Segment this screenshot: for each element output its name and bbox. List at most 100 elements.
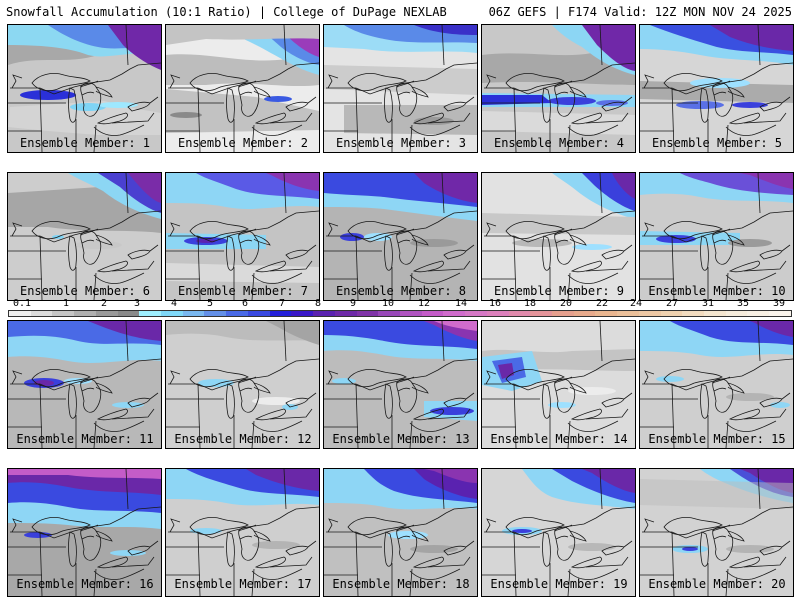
ensemble-member-label: Ensemble Member: 6 xyxy=(19,284,151,298)
color-scale-swatch xyxy=(74,311,96,316)
ensemble-member-label: Ensemble Member: 18 xyxy=(332,577,470,591)
color-scale-tick-label: 35 xyxy=(736,298,750,309)
ensemble-member-map xyxy=(7,320,162,449)
color-scale-tick-label: 3 xyxy=(133,298,141,309)
ensemble-member-map xyxy=(639,24,794,153)
color-scale-swatch xyxy=(399,311,422,316)
color-scale-swatch xyxy=(443,311,466,316)
ensemble-member-map xyxy=(165,468,320,597)
ensemble-member-map xyxy=(323,24,478,153)
ensemble-member-label: Ensemble Member: 5 xyxy=(651,136,783,150)
ensemble-member-label: Ensemble Member: 20 xyxy=(648,577,786,591)
color-scale-swatch xyxy=(704,311,726,316)
color-scale-tick-label: 5 xyxy=(206,298,214,309)
snowfall-map-svg xyxy=(8,469,161,596)
ensemble-member-label: Ensemble Member: 14 xyxy=(490,432,628,446)
ensemble-member-label: Ensemble Member: 13 xyxy=(332,432,470,446)
color-scale-tick-label: 8 xyxy=(314,298,322,309)
ensemble-member-map xyxy=(323,172,478,301)
snowfall-map-svg xyxy=(8,173,161,300)
snowfall-map-svg xyxy=(482,321,635,448)
snowfall-map-svg xyxy=(640,173,793,300)
color-scale-tick-label: 24 xyxy=(629,298,643,309)
color-scale-swatch xyxy=(769,311,791,316)
color-scale-swatch xyxy=(573,311,596,316)
color-scale-swatch xyxy=(356,311,379,316)
color-scale-tick-label: 0.1 xyxy=(12,298,32,309)
color-scale-swatch xyxy=(378,311,400,316)
ensemble-member-label: Ensemble Member: 12 xyxy=(174,432,312,446)
snowfall-map-svg xyxy=(640,25,793,152)
ensemble-member-map xyxy=(165,24,320,153)
color-scale-swatch xyxy=(204,311,227,316)
color-scale-swatch xyxy=(161,311,183,316)
snowfall-map-svg xyxy=(640,321,793,448)
color-scale-tick-label: 2 xyxy=(100,298,108,309)
ensemble-member-label: Ensemble Member: 1 xyxy=(19,136,151,150)
ensemble-member-label: Ensemble Member: 4 xyxy=(493,136,625,150)
color-scale-tick-label: 31 xyxy=(701,298,715,309)
color-scale-tick-label: 10 xyxy=(381,298,395,309)
snowfall-map-svg xyxy=(166,469,319,596)
snowfall-map-svg xyxy=(8,321,161,448)
color-scale-tick-label: 18 xyxy=(523,298,537,309)
snowfall-map-svg xyxy=(482,25,635,152)
color-scale-tick-label: 20 xyxy=(559,298,573,309)
color-scale-tick-label: 1 xyxy=(62,298,70,309)
ensemble-member-label: Ensemble Member: 15 xyxy=(648,432,786,446)
color-scale-swatch xyxy=(660,311,683,316)
color-scale-swatch xyxy=(682,311,704,316)
ensemble-member-map xyxy=(481,320,636,449)
color-scale-swatch xyxy=(508,311,531,316)
color-scale-swatch xyxy=(247,311,270,316)
color-scale-bar xyxy=(8,310,792,317)
ensemble-member-label: Ensemble Member: 3 xyxy=(335,136,467,150)
color-scale-tick-label: 12 xyxy=(417,298,431,309)
snowfall-map-svg xyxy=(324,321,477,448)
ensemble-member-map xyxy=(323,468,478,597)
color-scale-swatch xyxy=(139,311,162,316)
run-valid-time: 06Z GEFS | F174 Valid: 12Z MON NOV 24 20… xyxy=(488,5,792,19)
ensemble-member-label: Ensemble Member: 19 xyxy=(490,577,628,591)
snowfall-color-scale: 0.1 1 2 3 4 5 6 7 8 9 10 12 14 16 18 20 22 24 27 31 35 39 xyxy=(8,298,792,317)
snowfall-map-svg xyxy=(166,321,319,448)
color-scale-swatch xyxy=(551,311,574,316)
color-scale-swatch xyxy=(334,311,357,316)
color-scale-tick-label: 27 xyxy=(665,298,679,309)
snowfall-map-svg xyxy=(640,469,793,596)
ensemble-member-label: Ensemble Member: 9 xyxy=(493,284,625,298)
snowfall-map-svg xyxy=(324,25,477,152)
color-scale-swatch xyxy=(182,311,205,316)
color-scale-tick-label: 7 xyxy=(278,298,286,309)
ensemble-member-label: Ensemble Member: 10 xyxy=(648,284,786,298)
ensemble-member-label: Ensemble Member: 7 xyxy=(177,284,309,298)
ensemble-member-map xyxy=(7,172,162,301)
ensemble-member-map xyxy=(165,172,320,301)
color-scale-tick-label: 16 xyxy=(488,298,502,309)
ensemble-member-map xyxy=(7,468,162,597)
snowfall-map-svg xyxy=(482,173,635,300)
ensemble-member-map xyxy=(7,24,162,153)
ensemble-member-label: Ensemble Member: 17 xyxy=(174,577,312,591)
ensemble-member-map xyxy=(481,24,636,153)
ensemble-member-map xyxy=(165,320,320,449)
color-scale-swatch xyxy=(9,311,31,316)
color-scale-swatch xyxy=(95,311,118,316)
snowfall-map-svg xyxy=(166,173,319,300)
ensemble-member-label: Ensemble Member: 16 xyxy=(16,577,154,591)
color-scale-tick-label: 9 xyxy=(349,298,357,309)
color-scale-tick-label: 4 xyxy=(170,298,178,309)
snowfall-map-svg xyxy=(324,173,477,300)
color-scale-swatch xyxy=(617,311,639,316)
color-scale-swatch xyxy=(747,311,770,316)
color-scale-swatch xyxy=(530,311,552,316)
color-scale-swatch xyxy=(638,311,661,316)
color-scale-swatch xyxy=(595,311,618,316)
color-scale-tick-label: 22 xyxy=(595,298,609,309)
snowfall-map-svg xyxy=(482,469,635,596)
ensemble-member-map xyxy=(481,172,636,301)
ensemble-member-label: Ensemble Member: 8 xyxy=(335,284,467,298)
ensemble-member-map xyxy=(323,320,478,449)
color-scale-swatch xyxy=(313,311,335,316)
ensemble-member-map xyxy=(639,468,794,597)
